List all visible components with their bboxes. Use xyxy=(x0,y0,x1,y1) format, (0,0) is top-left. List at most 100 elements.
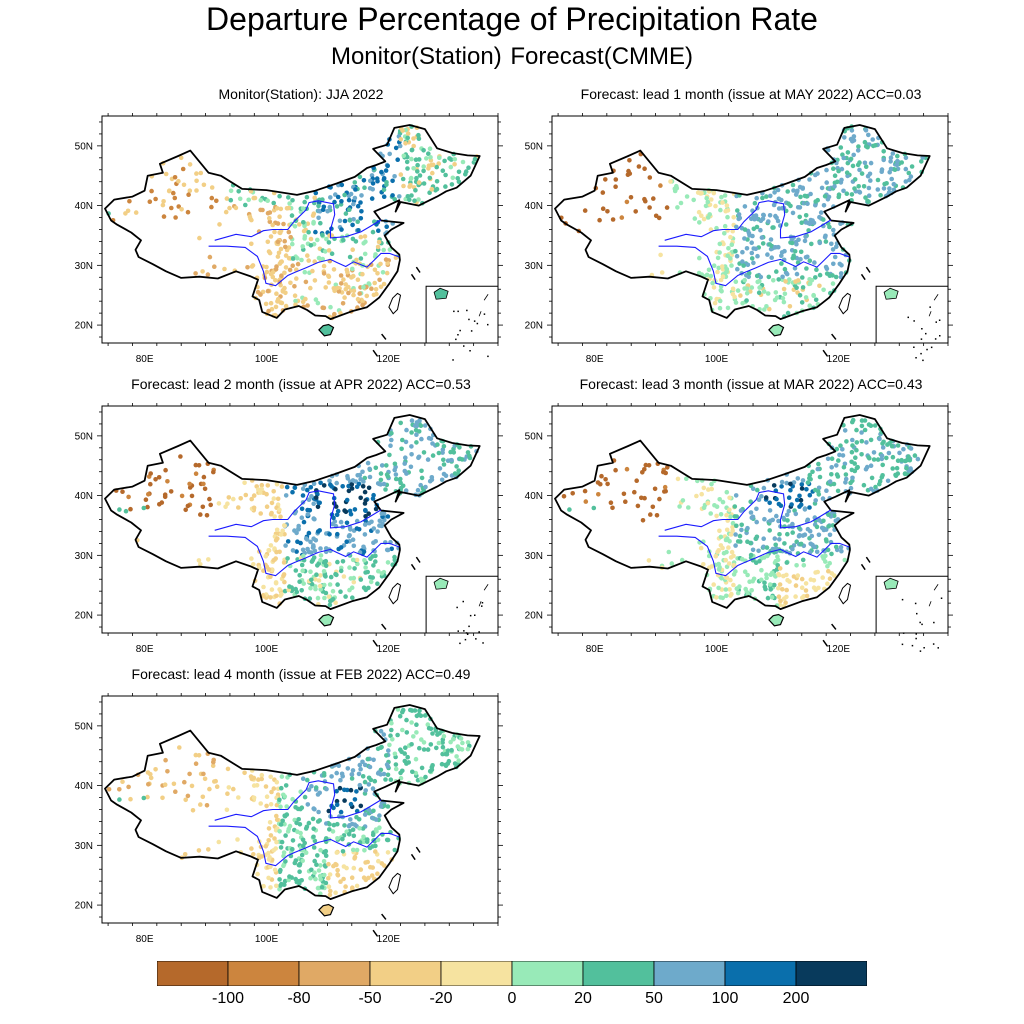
station-dot xyxy=(793,279,798,284)
station-dot xyxy=(728,532,734,537)
station-dot xyxy=(748,552,754,558)
station-dot xyxy=(907,177,912,183)
station-dot xyxy=(326,884,332,889)
station-dot xyxy=(726,545,731,550)
station-dot xyxy=(701,485,707,491)
station-dot xyxy=(363,860,368,865)
station-dot xyxy=(338,273,344,278)
station-dot xyxy=(389,727,394,733)
station-dot xyxy=(723,557,728,563)
station-dot xyxy=(409,156,414,162)
station-dot xyxy=(729,591,734,597)
station-dot xyxy=(742,569,748,574)
station-dot xyxy=(405,135,411,141)
station-dot xyxy=(237,196,243,202)
station-dot xyxy=(425,722,431,727)
station-dot xyxy=(194,171,199,176)
station-dot xyxy=(739,527,744,533)
panel-title: Forecast: lead 4 month (issue at FEB 202… xyxy=(131,666,471,682)
station-dot xyxy=(768,572,774,577)
station-dot xyxy=(334,480,340,486)
station-dot xyxy=(358,495,364,501)
station-dot xyxy=(888,159,893,164)
lon-tick-label: 120E xyxy=(827,354,851,365)
station-dot xyxy=(345,270,350,275)
station-dot xyxy=(422,423,428,428)
station-dot xyxy=(182,852,188,857)
station-dot xyxy=(751,260,756,266)
station-dot xyxy=(196,558,202,563)
station-dot xyxy=(126,784,131,790)
station-dot xyxy=(383,487,388,492)
station-dot xyxy=(351,579,357,585)
station-dot xyxy=(871,457,877,462)
station-dot xyxy=(561,494,567,499)
station-dot xyxy=(785,310,791,316)
station-dot xyxy=(743,586,748,592)
station-dot xyxy=(279,259,284,264)
station-dot xyxy=(825,547,831,553)
station-dot xyxy=(854,465,860,471)
station-dot xyxy=(354,883,360,889)
station-dot xyxy=(236,189,241,194)
station-dot xyxy=(335,508,341,514)
station-dot xyxy=(282,821,287,827)
station-dot xyxy=(646,463,652,468)
station-dot xyxy=(207,786,212,792)
station-dot xyxy=(274,527,280,533)
lon-tick-label: 120E xyxy=(827,644,851,655)
station-dot xyxy=(423,774,428,780)
station-dot xyxy=(717,250,722,255)
station-dot xyxy=(305,253,310,258)
station-dot xyxy=(371,563,376,568)
station-dot xyxy=(414,423,420,429)
station-dot xyxy=(290,256,296,261)
station-dot xyxy=(734,224,739,230)
station-dot xyxy=(744,286,750,291)
station-dot xyxy=(287,874,292,879)
station-dot xyxy=(706,487,711,492)
station-dot xyxy=(886,450,892,456)
station-dot xyxy=(287,823,293,829)
station-dot xyxy=(873,143,878,148)
station-dot xyxy=(331,863,336,869)
station-dot xyxy=(706,267,712,273)
station-dot xyxy=(125,208,131,214)
station-dot xyxy=(737,215,743,221)
station-dot xyxy=(347,207,352,212)
station-dot xyxy=(812,260,817,265)
station-dot xyxy=(178,155,184,161)
station-dot xyxy=(599,473,604,479)
station-dot xyxy=(400,768,405,774)
station-dot xyxy=(816,461,821,467)
station-dot xyxy=(308,236,314,242)
station-dot xyxy=(339,771,345,777)
colorbar-label: -20 xyxy=(429,990,453,1007)
station-dot xyxy=(297,863,302,868)
station-dot xyxy=(740,249,745,255)
station-dot xyxy=(352,566,357,571)
station-dot xyxy=(263,301,269,307)
station-dot xyxy=(401,183,406,189)
station-dot xyxy=(894,162,900,168)
station-dot xyxy=(286,256,292,261)
station-dot xyxy=(821,518,826,524)
station-dot xyxy=(851,134,857,139)
lon-tick-label: 80E xyxy=(136,644,154,655)
station-dot xyxy=(663,470,668,476)
station-dot xyxy=(418,776,424,782)
station-dot xyxy=(764,304,769,309)
station-dot xyxy=(413,770,419,776)
station-dot xyxy=(313,785,319,790)
station-dot xyxy=(398,420,404,426)
station-dot xyxy=(849,459,854,465)
station-dot xyxy=(316,208,322,214)
station-dot xyxy=(251,795,257,801)
station-dot xyxy=(274,839,279,845)
station-dot xyxy=(354,847,360,853)
station-dot xyxy=(266,548,271,553)
station-dot xyxy=(346,832,352,837)
station-dot xyxy=(198,170,204,176)
station-dot xyxy=(301,220,306,225)
station-dot xyxy=(384,224,390,229)
